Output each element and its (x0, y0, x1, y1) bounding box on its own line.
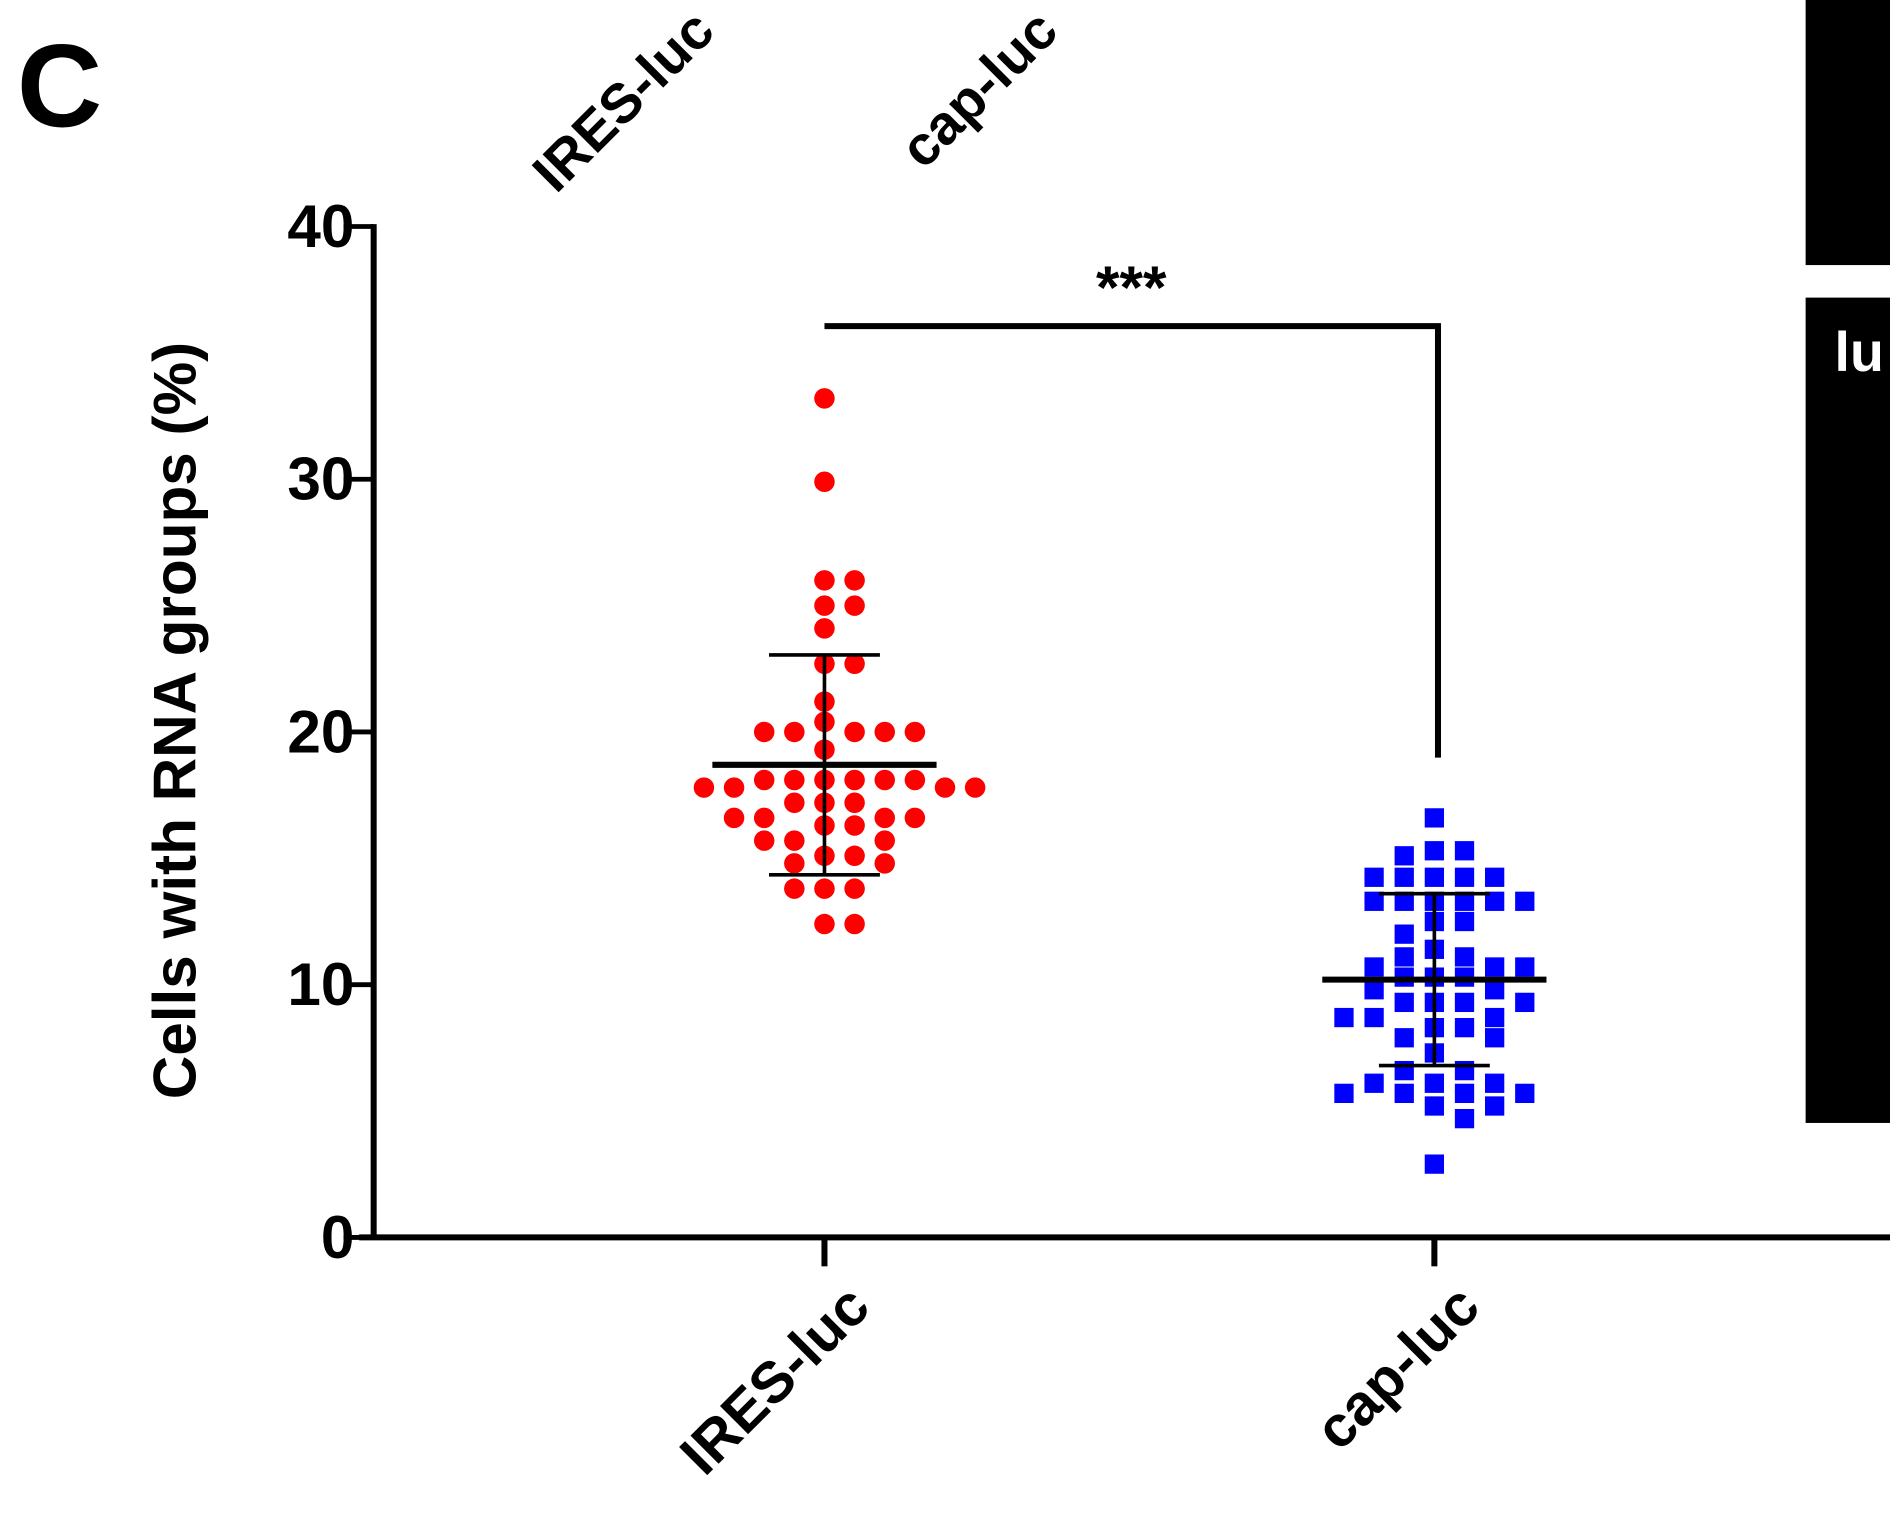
data-point (1334, 1084, 1353, 1103)
data-point (1485, 1096, 1504, 1115)
data-point (784, 878, 804, 898)
data-point (1395, 868, 1414, 887)
data-point (844, 595, 864, 615)
data-point (905, 770, 925, 790)
data-point (1395, 925, 1414, 944)
data-point (1425, 1074, 1444, 1093)
data-point (784, 830, 804, 850)
data-point (784, 853, 804, 873)
top-label: IRES-luc (521, 0, 726, 203)
data-point (784, 792, 804, 812)
data-point (844, 570, 864, 590)
image-panel (1806, 0, 1890, 265)
y-tick-label: 20 (287, 697, 354, 765)
data-point (1485, 868, 1504, 887)
data-point (874, 830, 894, 850)
data-point (1515, 957, 1534, 976)
data-point (1364, 957, 1383, 976)
y-tick-label: 40 (287, 192, 354, 260)
data-point (1515, 1084, 1534, 1103)
data-point (1425, 1154, 1444, 1173)
y-axis-label: Cells with RNA groups (%) (140, 342, 208, 1099)
data-point (754, 770, 774, 790)
data-point (814, 618, 834, 638)
image-panel (1806, 298, 1890, 1123)
data-point (874, 853, 894, 873)
data-point (724, 808, 744, 828)
data-point (844, 878, 864, 898)
data-point (965, 777, 985, 797)
data-point (814, 472, 834, 492)
data-point (1515, 993, 1534, 1012)
chart: C lu Cells with RNA groups (%) IRES-luc … (0, 0, 1890, 1529)
data-point (1364, 868, 1383, 887)
data-point (874, 722, 894, 742)
x-tick-label: cap-luc (1303, 1274, 1491, 1462)
data-point (1425, 808, 1444, 827)
data-point (935, 777, 955, 797)
data-point (1455, 993, 1474, 1012)
data-point (1455, 1084, 1474, 1103)
data-point (1364, 1074, 1383, 1093)
data-point (1364, 980, 1383, 999)
data-point (814, 388, 834, 408)
data-point (1455, 1109, 1474, 1128)
data-point (844, 846, 864, 866)
data-point (784, 722, 804, 742)
data-point (754, 808, 774, 828)
data-point (784, 770, 804, 790)
data-point (905, 808, 925, 828)
data-point (1455, 1018, 1474, 1037)
data-point (1485, 980, 1504, 999)
data-point (1425, 868, 1444, 887)
data-point (694, 777, 714, 797)
data-point (724, 777, 744, 797)
y-tick-label: 30 (287, 445, 354, 513)
data-point (814, 914, 834, 934)
data-point (1455, 947, 1474, 966)
x-tick-label: IRES-luc (668, 1274, 881, 1487)
data-point (844, 722, 864, 742)
page: {"panel_label": "C", "side_panel_label":… (0, 0, 1890, 1529)
data-point (1515, 892, 1534, 911)
data-point (1455, 912, 1474, 931)
data-point (1395, 846, 1414, 865)
significance-bracket (824, 326, 1438, 758)
data-point (1485, 1028, 1504, 1047)
data-point (905, 722, 925, 742)
data-point (1395, 1084, 1414, 1103)
data-point (1364, 1008, 1383, 1027)
data-point (1455, 841, 1474, 860)
data-point (1425, 1096, 1444, 1115)
data-point (1425, 841, 1444, 860)
data-point (814, 595, 834, 615)
data-point (1395, 947, 1414, 966)
data-point (844, 815, 864, 835)
data-point (754, 830, 774, 850)
data-point (1485, 1008, 1504, 1027)
significance-label: *** (1096, 253, 1167, 321)
data-point (1485, 957, 1504, 976)
data-point (1334, 1008, 1353, 1027)
data-point (814, 570, 834, 590)
data-point (1395, 1028, 1414, 1047)
top-label: cap-luc (888, 0, 1069, 179)
data-point (814, 878, 834, 898)
data-point (874, 770, 894, 790)
data-point (754, 722, 774, 742)
panel-label: C (17, 21, 102, 153)
image-panel-label: lu (1835, 321, 1884, 383)
data-point (1485, 1074, 1504, 1093)
data-point (1395, 993, 1414, 1012)
data-point (844, 792, 864, 812)
data-point (844, 770, 864, 790)
y-tick-label: 10 (287, 950, 354, 1018)
data-point (1455, 868, 1474, 887)
y-tick-label: 0 (321, 1203, 355, 1271)
data-point (874, 808, 894, 828)
data-point (844, 914, 864, 934)
